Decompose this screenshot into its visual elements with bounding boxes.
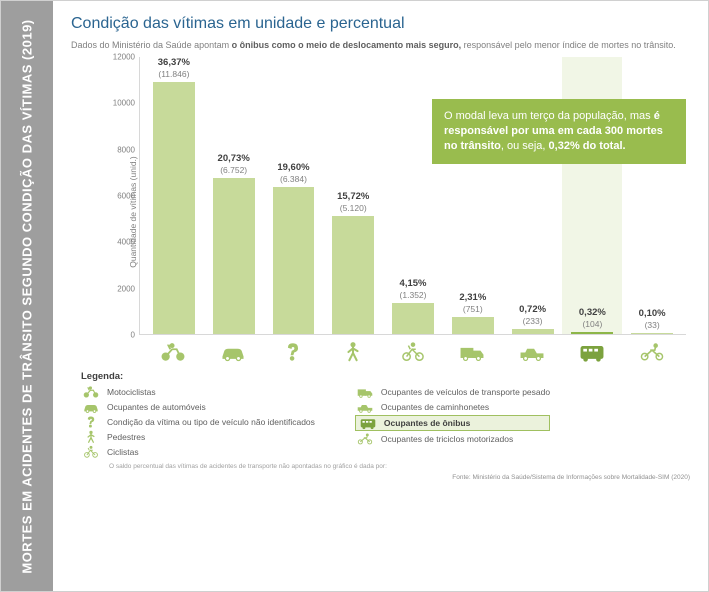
bar-val-label: (1.352) (400, 290, 427, 300)
bus-icon (562, 341, 622, 363)
ytick: 10000 (113, 99, 135, 108)
callout-c: , ou seja, (501, 140, 549, 152)
bar-pct-label: 2,31% (459, 292, 486, 303)
page-title: Condição das vítimas em unidade e percen… (71, 15, 690, 33)
car-icon (203, 341, 263, 363)
legend-label: Ciclistas (107, 447, 139, 457)
bar-val-label: (33) (645, 320, 660, 330)
bar-val-label: (233) (523, 316, 543, 326)
bar (392, 303, 434, 334)
bar-pct-label: 4,15% (400, 278, 427, 289)
bar-val-label: (11.846) (158, 69, 189, 79)
bar-pct-label: 19,60% (277, 162, 309, 173)
bar-pct-label: 0,32% (579, 307, 606, 318)
ytick: 2000 (117, 284, 135, 293)
sidebar-title: MORTES EM ACIDENTES DE TRÂNSITO SEGUNDO … (20, 19, 35, 573)
truck-icon (442, 341, 502, 363)
legend-item: Ocupantes de ônibus (355, 415, 550, 431)
bar-pct-label: 15,72% (337, 191, 369, 202)
bar-col: 19,60%(6.384) (264, 57, 324, 334)
ytick: 4000 (117, 238, 135, 247)
bar (332, 216, 374, 334)
legend-label: Ocupantes de caminhonetes (381, 402, 489, 412)
ytick: 0 (131, 331, 135, 340)
legend-label: Condição da vítima ou tipo de veículo nã… (107, 417, 315, 427)
bar-val-label: (751) (463, 304, 483, 314)
bar-col: 36,37%(11.846) (144, 57, 204, 334)
legend-item: Ocupantes de caminhonetes (355, 400, 550, 414)
legend-item: Ciclistas (81, 445, 315, 459)
bike-icon (383, 341, 443, 363)
x-axis-icons (139, 337, 686, 367)
bar-pct-label: 20,73% (218, 153, 250, 164)
trike-icon (622, 341, 682, 363)
ped-icon (323, 341, 383, 363)
bar (571, 332, 613, 334)
bar (452, 317, 494, 334)
bar (153, 82, 195, 334)
bar-val-label: (5.120) (340, 203, 367, 213)
legend-label: Ocupantes de ônibus (384, 418, 470, 428)
subtitle: Dados do Ministério da Saúde apontam o ô… (71, 39, 690, 51)
main-panel: Condição das vítimas em unidade e percen… (53, 1, 708, 591)
y-axis: 020004000600080001000012000 (109, 57, 135, 335)
pickup-icon (502, 341, 562, 363)
quest-icon (263, 341, 323, 363)
bar-pct-label: 0,72% (519, 304, 546, 315)
legend-item: Motociclistas (81, 385, 315, 399)
legend: Legenda: Motociclistas Ocupantes de autom… (81, 371, 690, 470)
legend-columns: Motociclistas Ocupantes de automóveis Cond… (81, 385, 690, 459)
bar (273, 187, 315, 334)
ytick: 6000 (117, 192, 135, 201)
bar (512, 329, 554, 334)
legend-item: Pedestres (81, 430, 315, 444)
legend-label: Ocupantes de triciclos motorizados (381, 434, 513, 444)
legend-item: Ocupantes de veículos de transporte pesa… (355, 385, 550, 399)
ytick: 12000 (113, 53, 135, 62)
bar-val-label: (6.384) (280, 174, 307, 184)
legend-label: Motociclistas (107, 387, 156, 397)
bar-pct-label: 36,37% (158, 57, 190, 68)
legend-col-2: Ocupantes de veículos de transporte pesa… (355, 385, 550, 459)
legend-label: Ocupantes de automóveis (107, 402, 206, 412)
callout-a: O modal leva um terço da população, mas (444, 110, 654, 122)
legend-title: Legenda: (81, 371, 690, 382)
bar-col: 20,73%(6.752) (204, 57, 264, 334)
footnote: O saldo percentual das vítimas de aciden… (109, 463, 690, 470)
bar-val-label: (6.752) (220, 165, 247, 175)
subtitle-pre: Dados do Ministério da Saúde apontam (71, 40, 232, 50)
ytick: 8000 (117, 145, 135, 154)
source-text: Fonte: Ministério da Saúde/Sistema de In… (71, 474, 690, 481)
sidebar: MORTES EM ACIDENTES DE TRÂNSITO SEGUNDO … (1, 1, 53, 591)
legend-label: Pedestres (107, 432, 145, 442)
legend-item: Condição da vítima ou tipo de veículo nã… (81, 415, 315, 429)
bar-val-label: (104) (582, 319, 602, 329)
legend-item: Ocupantes de triciclos motorizados (355, 432, 550, 446)
bar-pct-label: 0,10% (639, 308, 666, 319)
callout-box: O modal leva um terço da população, mas … (432, 99, 686, 164)
callout-d: 0,32% do total. (549, 140, 626, 152)
moto-icon (143, 341, 203, 363)
bar (213, 178, 255, 334)
subtitle-bold: o ônibus como o meio de deslocamento mai… (232, 40, 462, 50)
bar (631, 333, 673, 334)
legend-col-1: Motociclistas Ocupantes de automóveis Cond… (81, 385, 315, 459)
legend-label: Ocupantes de veículos de transporte pesa… (381, 387, 550, 397)
bar-col: 15,72%(5.120) (323, 57, 383, 334)
legend-item: Ocupantes de automóveis (81, 400, 315, 414)
subtitle-post: responsável pelo menor índice de mortes … (461, 40, 676, 50)
